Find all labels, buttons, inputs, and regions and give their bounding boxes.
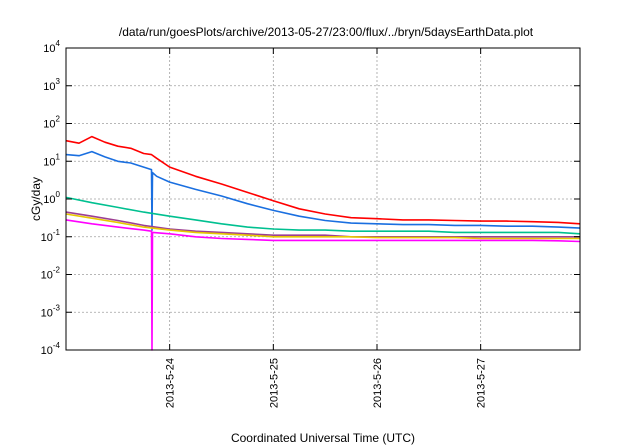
y-tick-label: 100 [43, 190, 60, 206]
series-line-4 [65, 211, 580, 238]
y-tick-label: 104 [43, 39, 60, 55]
y-tick-label: 10-3 [41, 303, 61, 319]
x-axis: 2013-5-24 2013-5-25 2013-5-26 2013-5-27 [165, 48, 488, 408]
y-tick-label: 101 [43, 152, 60, 168]
x-tick-label: 2013-5-27 [476, 358, 488, 408]
x-tick-label: 2013-5-24 [165, 358, 177, 408]
series-line-1 [65, 135, 581, 225]
y-tick-label: 103 [43, 77, 60, 93]
x-axis-label: Coordinated Universal Time (UTC) [231, 431, 415, 445]
y-axis: 10-4 10-3 10-2 10-1 100 101 102 103 104 [41, 39, 580, 357]
y-axis-label: cGy/day [29, 177, 43, 221]
x-tick-label: 2013-5-25 [268, 358, 280, 408]
series-line-6 [65, 219, 581, 351]
series-line-3 [65, 196, 581, 235]
y-tick-label: 10-2 [41, 266, 61, 282]
chart-title: /data/run/goesPlots/archive/2013-05-27/2… [119, 25, 534, 39]
y-tick-label: 10-1 [41, 228, 61, 244]
y-tick-label: 10-4 [41, 341, 61, 357]
y-tick-label: 102 [43, 115, 60, 131]
grid [66, 48, 580, 350]
series-group [65, 135, 581, 351]
series-line-2 [65, 150, 581, 231]
series-line-5 [65, 213, 580, 240]
x-tick-label: 2013-5-26 [372, 358, 384, 408]
